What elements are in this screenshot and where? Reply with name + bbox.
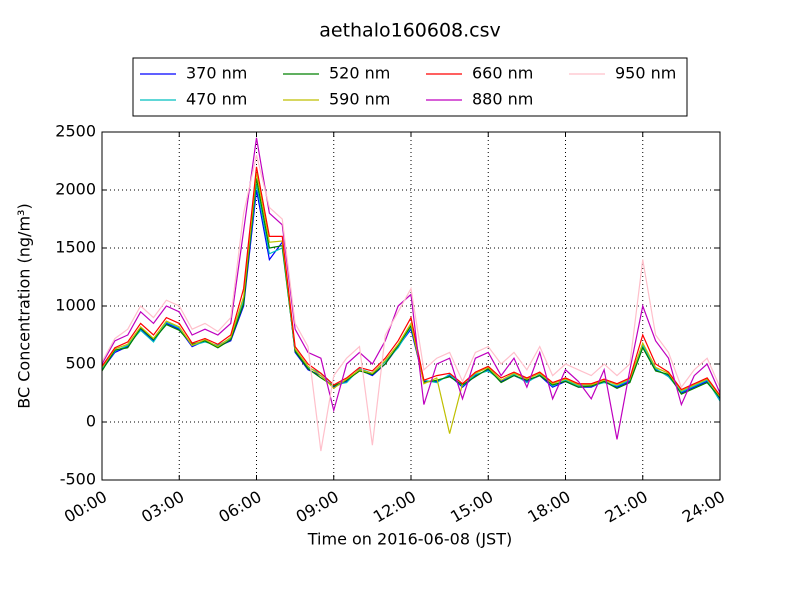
- x-tick-label: 06:00: [215, 487, 264, 527]
- y-tick-label: -500: [60, 470, 96, 489]
- plot-frame: [101, 131, 721, 481]
- y-tick-label: 2500: [55, 122, 96, 141]
- y-axis-label: BC Concentration (ng/m³): [15, 203, 34, 408]
- x-tick-label: 21:00: [602, 487, 651, 527]
- legend-label: 590 nm: [329, 90, 390, 109]
- chart-title: aethalo160608.csv: [319, 20, 501, 42]
- series-line: [101, 166, 721, 396]
- legend-box: [132, 57, 688, 117]
- x-axis-label: Time on 2016-06-08 (JST): [307, 530, 512, 549]
- y-tick-label: 1500: [55, 238, 96, 257]
- series-line: [101, 137, 721, 440]
- legend-label: 370 nm: [186, 64, 247, 83]
- legend-label: 660 nm: [472, 64, 533, 83]
- x-tick-label: 12:00: [370, 487, 419, 527]
- series-line: [101, 172, 721, 434]
- x-tick-label: 03:00: [138, 487, 187, 527]
- y-tick-label: 0: [86, 412, 96, 431]
- y-tick-label: 500: [65, 354, 96, 373]
- y-tick-label: 1000: [55, 296, 96, 315]
- legend-label: 950 nm: [615, 64, 676, 83]
- legend-label: 470 nm: [186, 90, 247, 109]
- x-tick-label: 24:00: [679, 487, 728, 527]
- y-tick-label: 2000: [55, 180, 96, 199]
- x-tick-label: 15:00: [447, 487, 496, 527]
- series-line: [101, 155, 721, 452]
- x-tick-label: 00:00: [61, 487, 110, 527]
- x-tick-label: 09:00: [293, 487, 342, 527]
- legend-label: 880 nm: [472, 90, 533, 109]
- legend-label: 520 nm: [329, 64, 390, 83]
- x-tick-label: 18:00: [524, 487, 573, 527]
